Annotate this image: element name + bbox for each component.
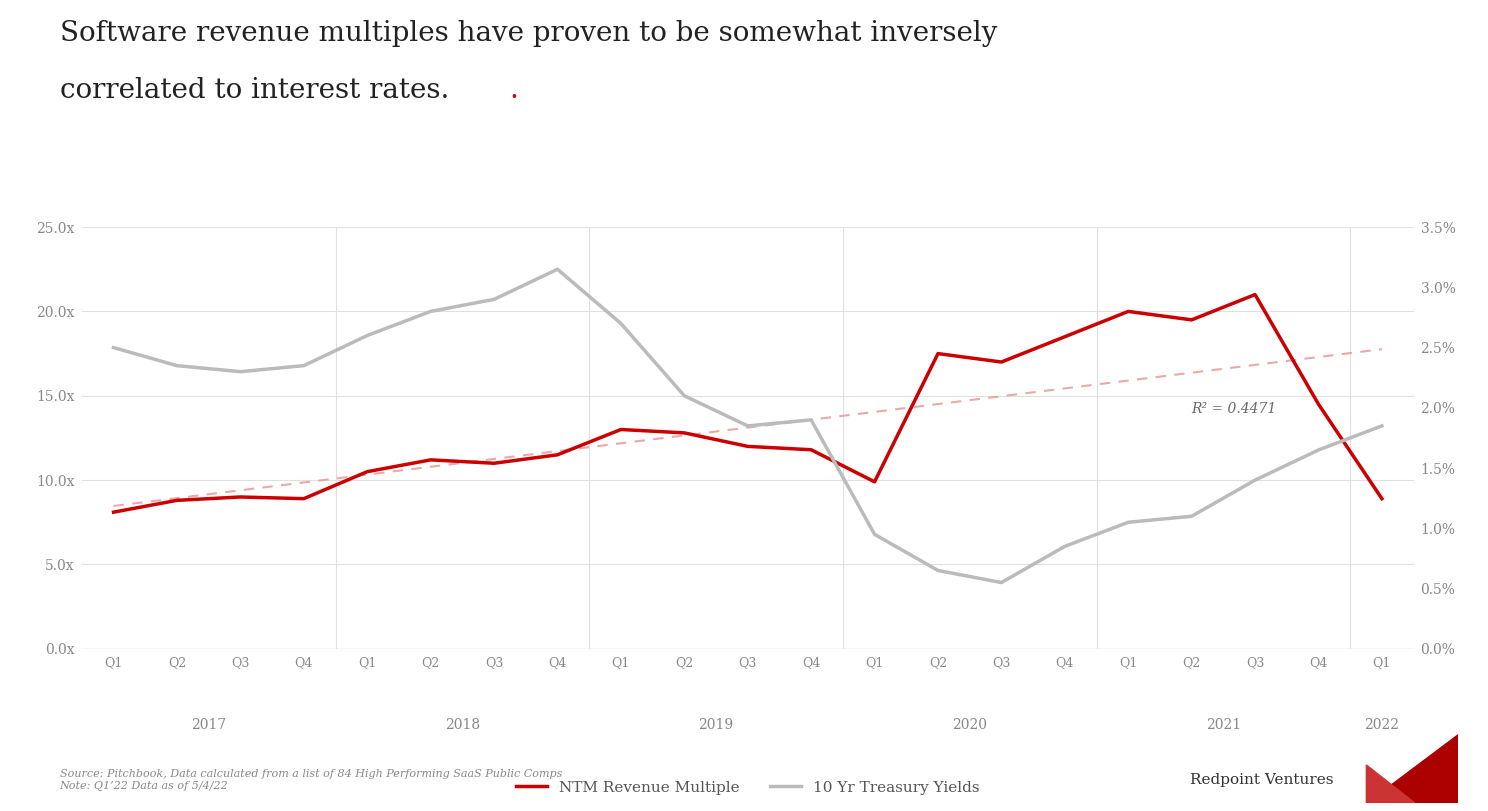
Text: 2017: 2017 — [190, 718, 226, 732]
Text: 2022: 2022 — [1364, 718, 1399, 732]
Text: R² = 0.4471: R² = 0.4471 — [1192, 401, 1277, 415]
Text: 2020: 2020 — [952, 718, 987, 732]
Text: correlated to interest rates.: correlated to interest rates. — [60, 77, 449, 104]
Text: Redpoint Ventures: Redpoint Ventures — [1190, 773, 1333, 787]
Text: 2021: 2021 — [1205, 718, 1241, 732]
Polygon shape — [1366, 765, 1415, 803]
Polygon shape — [1366, 734, 1458, 803]
Text: .: . — [509, 77, 518, 104]
Text: 2019: 2019 — [698, 718, 734, 732]
Legend: NTM Revenue Multiple, 10 Yr Treasury Yields: NTM Revenue Multiple, 10 Yr Treasury Yie… — [510, 775, 985, 800]
Text: Source: Pitchbook, Data calculated from a list of 84 High Performing SaaS Public: Source: Pitchbook, Data calculated from … — [60, 769, 562, 791]
Text: 2018: 2018 — [445, 718, 481, 732]
Text: Software revenue multiples have proven to be somewhat inversely: Software revenue multiples have proven t… — [60, 20, 997, 47]
